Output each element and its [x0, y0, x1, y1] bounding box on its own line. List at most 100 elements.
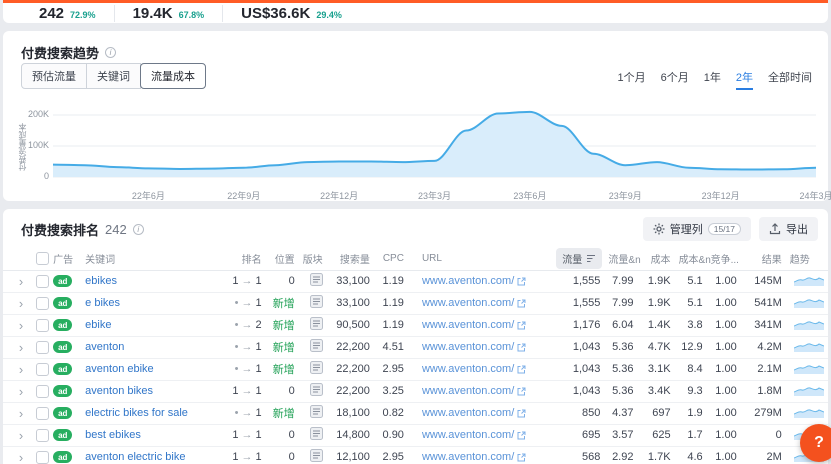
- expand-row-icon[interactable]: ›: [18, 295, 24, 311]
- keyword-link[interactable]: ebike: [85, 319, 112, 331]
- row-checkbox[interactable]: [35, 428, 49, 442]
- results-value: 145M: [744, 270, 790, 293]
- expand-row-icon[interactable]: ›: [18, 317, 24, 333]
- url-link[interactable]: www.aventon.com/: [422, 451, 526, 463]
- url-link[interactable]: www.aventon.com/: [422, 363, 526, 375]
- expand-row-icon[interactable]: ›: [18, 361, 24, 377]
- results-value: 1.8M: [744, 380, 790, 403]
- keyword-link[interactable]: aventon: [85, 341, 125, 353]
- table-row[interactable]: › ad ebike • → 2 新增 90,500 1.19 www.avento…: [3, 314, 828, 337]
- col-block[interactable]: 版块: [302, 247, 330, 271]
- url-link[interactable]: www.aventon.com/: [422, 429, 526, 441]
- ad-badge: ad: [53, 407, 73, 420]
- row-checkbox[interactable]: [35, 406, 49, 420]
- row-checkbox[interactable]: [35, 274, 49, 288]
- cost-share-value: 3.8: [678, 314, 711, 337]
- keyword-link[interactable]: ebikes: [85, 275, 117, 287]
- col-volume[interactable]: 搜索量: [329, 247, 378, 271]
- expand-row-icon[interactable]: ›: [18, 383, 24, 399]
- serp-feature-icon[interactable]: [309, 273, 323, 286]
- export-button[interactable]: 导出: [759, 217, 818, 241]
- external-link-icon: [517, 409, 526, 417]
- col-rank[interactable]: 排名: [227, 247, 270, 271]
- col-cost-share[interactable]: 成本&nbs...: [678, 247, 711, 271]
- expand-row-icon[interactable]: ›: [18, 449, 24, 464]
- range-2-years[interactable]: 2年: [735, 69, 753, 90]
- row-checkbox[interactable]: [35, 384, 49, 398]
- range-all-time[interactable]: 全部时间: [768, 72, 812, 84]
- row-checkbox[interactable]: [35, 450, 49, 464]
- range-1-month[interactable]: 1个月: [617, 72, 646, 84]
- traffic-value: 1,176: [556, 314, 609, 337]
- select-all-checkbox[interactable]: [35, 251, 49, 265]
- url-link[interactable]: www.aventon.com/: [422, 407, 526, 419]
- col-keyword[interactable]: 关键词: [85, 247, 228, 271]
- row-checkbox[interactable]: [35, 340, 49, 354]
- col-competition[interactable]: 竞争...: [710, 247, 745, 271]
- keyword-link[interactable]: aventon ebike: [85, 363, 154, 375]
- expand-row-icon[interactable]: ›: [18, 339, 24, 355]
- results-value: 0: [744, 424, 790, 447]
- tab-keywords[interactable]: 关键词: [86, 63, 141, 89]
- col-cost[interactable]: 成本: [641, 247, 679, 271]
- serp-feature-icon[interactable]: [309, 361, 323, 374]
- table-row[interactable]: › ad aventon • → 1 新增 22,200 4.51 www.aven…: [3, 336, 828, 359]
- row-checkbox[interactable]: [35, 296, 49, 310]
- table-row[interactable]: › ad best ebikes 1 → 1 0 14,800 0.90 www.a…: [3, 424, 828, 447]
- y-tick-200k: 200K: [27, 109, 49, 119]
- range-6-months[interactable]: 6个月: [660, 72, 689, 84]
- table-row[interactable]: › ad aventon electric bike 1 → 1 0 12,100 …: [3, 446, 828, 464]
- col-ad[interactable]: 广告: [53, 247, 86, 271]
- col-results[interactable]: 结果: [744, 247, 790, 271]
- url-link[interactable]: www.aventon.com/: [422, 297, 526, 309]
- table-row[interactable]: › ad e bikes • → 1 新增 33,100 1.19 www.aven…: [3, 292, 828, 315]
- traffic-value: 1,043: [556, 358, 609, 381]
- keyword-link[interactable]: aventon bikes: [85, 385, 154, 397]
- serp-feature-icon[interactable]: [309, 449, 323, 462]
- search-volume: 33,100: [329, 292, 378, 315]
- col-url[interactable]: URL: [411, 247, 557, 271]
- table-row[interactable]: › ad ebikes 1 → 1 0 33,100 1.19 www.avento…: [3, 270, 828, 293]
- serp-feature-icon[interactable]: [309, 295, 323, 308]
- range-1-year[interactable]: 1年: [703, 72, 721, 84]
- serp-feature-icon[interactable]: [309, 405, 323, 418]
- info-icon[interactable]: i: [132, 223, 144, 235]
- serp-feature-icon[interactable]: [309, 339, 323, 352]
- expand-row-icon[interactable]: ›: [18, 427, 24, 443]
- serp-feature-icon[interactable]: [309, 383, 323, 396]
- tab-traffic-cost[interactable]: 流量成本: [140, 63, 206, 89]
- cost-value: 1.9K: [641, 270, 679, 293]
- col-trend[interactable]: 趋势: [789, 247, 828, 271]
- keyword-link[interactable]: aventon electric bike: [85, 451, 186, 463]
- url-link[interactable]: www.aventon.com/: [422, 385, 526, 397]
- keyword-link[interactable]: best ebikes: [85, 429, 141, 441]
- tab-estimated-traffic[interactable]: 预估流量: [21, 63, 87, 89]
- trend-sparkline: [793, 277, 825, 286]
- keyword-link[interactable]: e bikes: [85, 297, 121, 309]
- serp-feature-icon[interactable]: [309, 427, 323, 440]
- manage-columns-button[interactable]: 管理列 15/17: [642, 217, 751, 241]
- url-link[interactable]: www.aventon.com/: [422, 319, 526, 331]
- col-position[interactable]: 位置: [269, 247, 303, 271]
- table-row[interactable]: › ad aventon bikes 1 → 1 0 22,200 3.25 www…: [3, 380, 828, 403]
- position-value: 新增: [272, 342, 295, 354]
- serp-feature-icon[interactable]: [309, 317, 323, 330]
- help-button[interactable]: ?: [800, 424, 831, 462]
- table-row[interactable]: › ad electric bikes for sale • → 1 新增 18,1…: [3, 402, 828, 425]
- traffic-value: 695: [556, 424, 609, 447]
- row-checkbox[interactable]: [35, 318, 49, 332]
- table-row[interactable]: › ad aventon ebike • → 1 新增 22,200 2.95 ww…: [3, 358, 828, 381]
- traffic-cost-area-chart[interactable]: [53, 105, 816, 187]
- expand-row-icon[interactable]: ›: [18, 273, 24, 289]
- col-traffic-share[interactable]: 流量&nbs...: [608, 247, 642, 271]
- external-link-icon: [517, 277, 526, 285]
- expand-row-icon[interactable]: ›: [18, 405, 24, 421]
- keyword-link[interactable]: electric bikes for sale: [85, 407, 188, 419]
- position-value: 新增: [272, 320, 295, 332]
- col-traffic[interactable]: 流量: [556, 247, 609, 271]
- url-link[interactable]: www.aventon.com/: [422, 275, 526, 287]
- url-link[interactable]: www.aventon.com/: [422, 341, 526, 353]
- col-cpc[interactable]: CPC: [377, 247, 412, 271]
- info-icon[interactable]: i: [105, 47, 117, 58]
- row-checkbox[interactable]: [35, 362, 49, 376]
